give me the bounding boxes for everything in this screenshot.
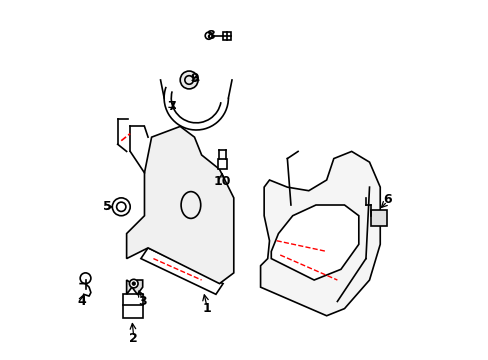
FancyBboxPatch shape bbox=[123, 294, 142, 318]
Polygon shape bbox=[126, 280, 142, 294]
Text: 7: 7 bbox=[166, 100, 175, 113]
Polygon shape bbox=[271, 205, 358, 280]
Circle shape bbox=[180, 71, 198, 89]
FancyBboxPatch shape bbox=[370, 210, 386, 226]
Text: 6: 6 bbox=[382, 193, 391, 206]
Circle shape bbox=[129, 279, 138, 288]
FancyBboxPatch shape bbox=[223, 32, 230, 40]
Text: 4: 4 bbox=[78, 295, 86, 308]
Polygon shape bbox=[126, 126, 233, 284]
Text: 10: 10 bbox=[213, 175, 230, 188]
Text: 2: 2 bbox=[129, 333, 138, 346]
Text: 1: 1 bbox=[202, 302, 211, 315]
Text: 3: 3 bbox=[138, 295, 147, 308]
Text: 5: 5 bbox=[102, 200, 111, 213]
Polygon shape bbox=[260, 152, 380, 316]
Text: 8: 8 bbox=[206, 29, 214, 42]
Text: 9: 9 bbox=[190, 72, 199, 85]
FancyBboxPatch shape bbox=[217, 158, 226, 169]
Circle shape bbox=[132, 282, 135, 285]
